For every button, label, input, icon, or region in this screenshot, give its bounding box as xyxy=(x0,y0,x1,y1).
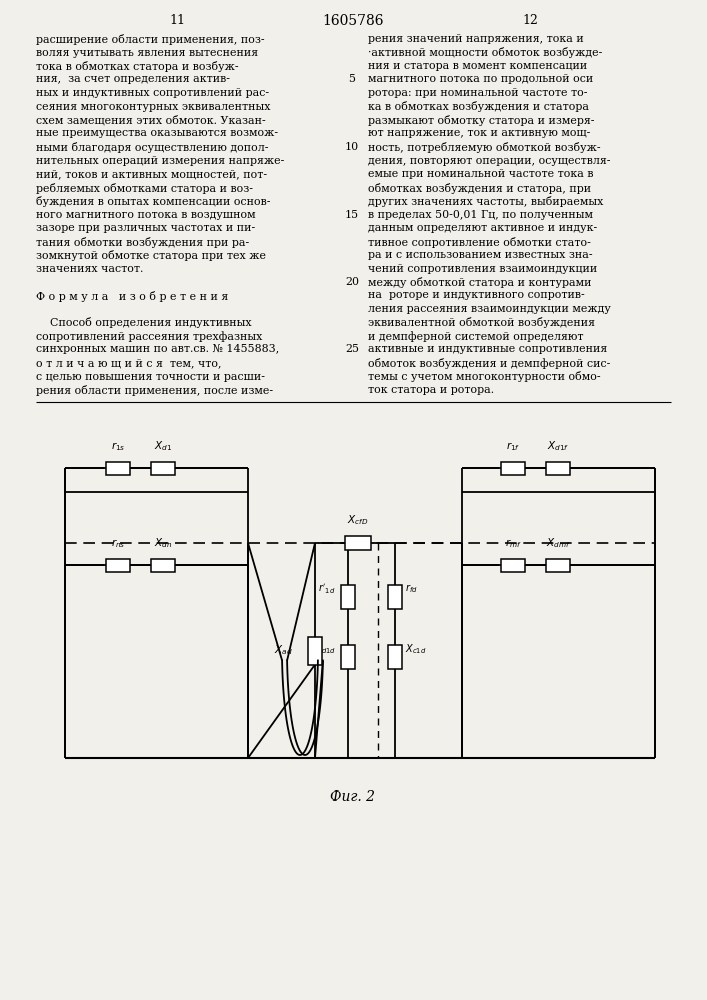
Bar xyxy=(546,558,570,572)
Text: размыкают обмотку статора и измеря-: размыкают обмотку статора и измеря- xyxy=(368,115,595,126)
Text: синхронных машин по авт.св. № 1455883,: синхронных машин по авт.св. № 1455883, xyxy=(36,344,279,355)
Text: $X_{dn}$: $X_{dn}$ xyxy=(154,536,172,550)
Text: тока в обмотках статора и возбуж-: тока в обмотках статора и возбуж- xyxy=(36,61,239,72)
Text: ют напряжение, ток и активную мощ-: ют напряжение, ток и активную мощ- xyxy=(368,128,590,138)
Bar xyxy=(546,462,570,475)
Text: 5: 5 xyxy=(349,75,356,85)
Text: темы с учетом многоконтурности обмо-: темы с учетом многоконтурности обмо- xyxy=(368,371,601,382)
Text: схем замещения этих обмоток. Указан-: схем замещения этих обмоток. Указан- xyxy=(36,115,266,125)
Bar xyxy=(388,645,402,669)
Bar xyxy=(501,558,525,572)
Text: эквивалентной обмоткой возбуждения: эквивалентной обмоткой возбуждения xyxy=(368,318,595,328)
Text: магнитного потока по продольной оси: магнитного потока по продольной оси xyxy=(368,75,593,85)
Text: активные и индуктивные сопротивления: активные и индуктивные сопротивления xyxy=(368,344,607,355)
Text: ротора: при номинальной частоте то-: ротора: при номинальной частоте то- xyxy=(368,88,588,98)
Text: тивное сопротивление обмотки стато-: тивное сопротивление обмотки стато- xyxy=(368,236,591,247)
Text: зазоре при различных частотах и пи-: зазоре при различных частотах и пи- xyxy=(36,223,255,233)
Text: 15: 15 xyxy=(345,210,359,220)
Text: с целью повышения точности и расши-: с целью повышения точности и расши- xyxy=(36,371,265,381)
Bar xyxy=(341,585,355,609)
Bar xyxy=(341,645,355,669)
Text: в пределах 50-0,01 Гц, по полученным: в пределах 50-0,01 Гц, по полученным xyxy=(368,210,593,220)
Text: $X_{d1f}$: $X_{d1f}$ xyxy=(547,439,569,453)
Text: 11: 11 xyxy=(169,14,185,27)
Text: Фиг. 2: Фиг. 2 xyxy=(330,790,375,804)
Text: и демпферной системой определяют: и демпферной системой определяют xyxy=(368,331,583,342)
Text: ребляемых обмотками статора и воз-: ребляемых обмотками статора и воз- xyxy=(36,182,253,194)
Text: значениях частот.: значениях частот. xyxy=(36,263,144,273)
Text: ных и индуктивных сопротивлений рас-: ных и индуктивных сопротивлений рас- xyxy=(36,88,269,98)
Text: ния,  за счет определения актив-: ния, за счет определения актив- xyxy=(36,75,230,85)
Text: сопротивлений рассеяния трехфазных: сопротивлений рассеяния трехфазных xyxy=(36,331,262,342)
Text: зомкнутой обмотке статора при тех же: зомкнутой обмотке статора при тех же xyxy=(36,250,266,261)
Text: $X_{dmf}$: $X_{dmf}$ xyxy=(546,536,571,550)
Text: о т л и ч а ю щ и й с я  тем, что,: о т л и ч а ю щ и й с я тем, что, xyxy=(36,358,221,368)
Text: ными благодаря осуществлению допол-: ными благодаря осуществлению допол- xyxy=(36,142,269,153)
Text: $X_{cfD}$: $X_{cfD}$ xyxy=(347,513,368,527)
Text: ний, токов и активных мощностей, пот-: ний, токов и активных мощностей, пот- xyxy=(36,169,267,179)
Text: Ф о р м у л а   и з о б р е т е н и я: Ф о р м у л а и з о б р е т е н и я xyxy=(36,290,228,302)
Text: 25: 25 xyxy=(345,344,359,355)
Bar xyxy=(151,462,175,475)
Text: расширение области применения, поз-: расширение области применения, поз- xyxy=(36,34,264,45)
Text: Способ определения индуктивных: Способ определения индуктивных xyxy=(36,318,252,328)
Bar xyxy=(151,558,175,572)
Text: 12: 12 xyxy=(522,14,538,27)
Text: 20: 20 xyxy=(345,277,359,287)
Bar xyxy=(106,462,130,475)
Text: рения значений напряжения, тока и: рения значений напряжения, тока и xyxy=(368,34,584,44)
Bar xyxy=(501,462,525,475)
Text: $r_{1f}$: $r_{1f}$ xyxy=(506,440,520,453)
Text: ка в обмотках возбуждения и статора: ка в обмотках возбуждения и статора xyxy=(368,102,589,112)
Bar xyxy=(388,585,402,609)
Text: ность, потребляемую обмоткой возбуж-: ность, потребляемую обмоткой возбуж- xyxy=(368,142,601,153)
Text: $X_{d1}$: $X_{d1}$ xyxy=(154,439,172,453)
Text: сеяния многоконтурных эквивалентных: сеяния многоконтурных эквивалентных xyxy=(36,102,271,111)
Text: на  роторе и индуктивного сопротив-: на роторе и индуктивного сопротив- xyxy=(368,290,585,300)
Text: $r_{fd}$: $r_{fd}$ xyxy=(405,583,418,595)
Text: $X_{d1d}$: $X_{d1d}$ xyxy=(314,642,336,656)
Text: тания обмотки возбуждения при ра-: тания обмотки возбуждения при ра- xyxy=(36,236,250,247)
Text: $r_{mf}$: $r_{mf}$ xyxy=(505,537,521,550)
Text: ра и с использованием известных зна-: ра и с использованием известных зна- xyxy=(368,250,592,260)
Text: других значениях частоты, выбираемых: других значениях частоты, выбираемых xyxy=(368,196,603,207)
Text: $r'_{1d}$: $r'_{1d}$ xyxy=(318,582,336,596)
Text: данным определяют активное и индук-: данным определяют активное и индук- xyxy=(368,223,597,233)
Text: ного магнитного потока в воздушном: ного магнитного потока в воздушном xyxy=(36,210,256,220)
Text: чений сопротивления взаимоиндукции: чений сопротивления взаимоиндукции xyxy=(368,263,597,273)
Bar xyxy=(106,558,130,572)
Text: нительных операций измерения напряже-: нительных операций измерения напряже- xyxy=(36,155,284,165)
Text: ток статора и ротора.: ток статора и ротора. xyxy=(368,385,494,395)
Text: 1605786: 1605786 xyxy=(322,14,384,28)
Text: ·активной мощности обмоток возбужде-: ·активной мощности обмоток возбужде- xyxy=(368,47,602,58)
Text: обмоток возбуждения и демпферной сис-: обмоток возбуждения и демпферной сис- xyxy=(368,358,610,369)
Bar xyxy=(345,536,371,550)
Text: ния и статора в момент компенсации: ния и статора в момент компенсации xyxy=(368,61,588,71)
Text: емые при номинальной частоте тока в: емые при номинальной частоте тока в xyxy=(368,169,593,179)
Text: буждения в опытах компенсации основ-: буждения в опытах компенсации основ- xyxy=(36,196,271,207)
Text: $X_{c1d}$: $X_{c1d}$ xyxy=(405,642,426,656)
Text: дения, повторяют операции, осуществля-: дения, повторяют операции, осуществля- xyxy=(368,155,611,165)
Text: между обмоткой статора и контурами: между обмоткой статора и контурами xyxy=(368,277,592,288)
Text: ные преимущества оказываются возмож-: ные преимущества оказываются возмож- xyxy=(36,128,278,138)
Text: $X_{ad}$: $X_{ad}$ xyxy=(274,644,293,657)
Text: 10: 10 xyxy=(345,142,359,152)
Text: $r_{1s}$: $r_{1s}$ xyxy=(111,440,125,453)
Text: обмотках возбуждения и статора, при: обмотках возбуждения и статора, при xyxy=(368,182,591,194)
Bar xyxy=(308,637,322,664)
Text: рения области применения, после изме-: рения области применения, после изме- xyxy=(36,385,273,396)
Text: воляя учитывать явления вытеснения: воляя учитывать явления вытеснения xyxy=(36,47,258,57)
Text: $r_{ns}$: $r_{ns}$ xyxy=(111,537,125,550)
Text: ления рассеяния взаимоиндукции между: ления рассеяния взаимоиндукции между xyxy=(368,304,611,314)
